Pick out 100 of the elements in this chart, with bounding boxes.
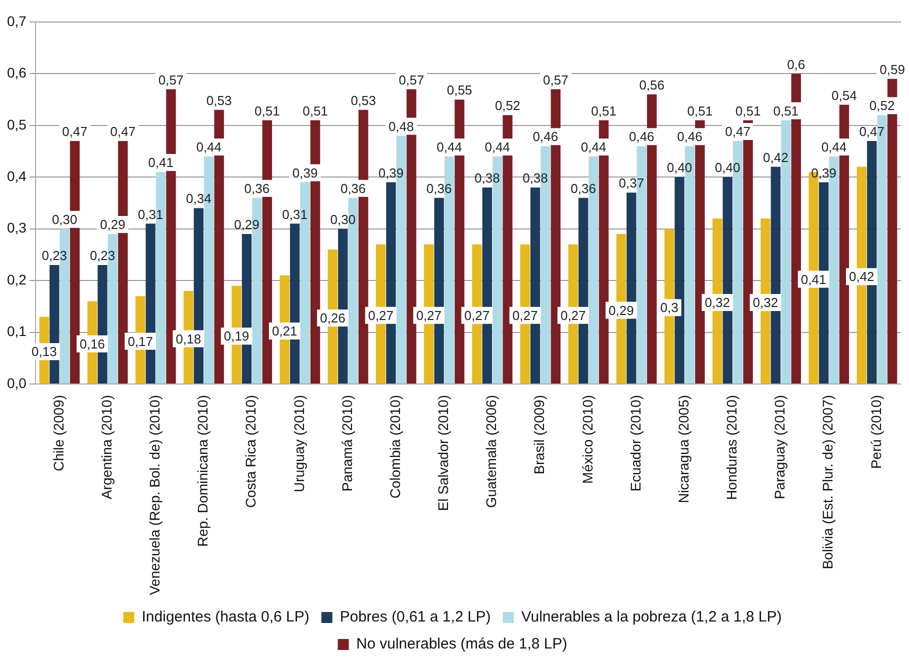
data-label: 0,59 [880, 62, 905, 77]
x-tick-label: Brasil (2009) [531, 394, 548, 474]
data-label: 0,37 [618, 176, 644, 191]
data-label: 0,51 [302, 103, 328, 118]
data-label: 0,44 [821, 140, 847, 155]
data-label: 0,36 [570, 180, 596, 196]
y-tick-label: 0,1 [6, 323, 27, 340]
data-label: 0,39 [378, 165, 404, 180]
legend-label: Indigentes (hasta 0,6 LP) [142, 608, 310, 626]
data-label: 0,44 [580, 140, 606, 155]
data-label: 0,55 [446, 82, 472, 98]
data-label: 0,29 [100, 217, 126, 232]
data-label: 0,18 [176, 331, 202, 346]
data-label: 0,52 [494, 98, 520, 114]
data-label: 0,17 [128, 334, 154, 349]
data-label: 0,40 [714, 160, 740, 176]
data-label: 0,41 [148, 155, 174, 170]
data-label: 0,57 [398, 72, 424, 88]
data-label: 0,46 [532, 129, 558, 144]
x-tick-label: Ecuador (2010) [627, 394, 644, 492]
data-label: 0,56 [639, 77, 665, 92]
data-label: 0,47 [110, 124, 136, 140]
data-label: 0,39 [811, 165, 836, 180]
x-tick-label: Rep. Dominicana (2010) [194, 394, 211, 547]
data-label: 0,41 [800, 272, 826, 287]
data-label: 0,53 [206, 92, 232, 108]
legend-label: Vulnerables a la pobreza (1,2 a 1,8 LP) [521, 608, 782, 626]
y-tick-label: 0,5 [6, 116, 27, 132]
data-label: 0,34 [186, 191, 212, 206]
x-tick-label: Paraguay (2010) [772, 394, 788, 500]
data-label: 0,31 [282, 206, 308, 222]
x-tick-label: México (2010) [579, 394, 596, 484]
x-tick-label: Perú (2010) [868, 394, 884, 469]
data-label: 0,36 [244, 180, 270, 196]
data-label: 0,46 [628, 129, 654, 144]
data-label: 0,40 [666, 160, 692, 176]
data-label: 0,44 [484, 140, 510, 155]
data-label: 0,26 [320, 310, 346, 326]
data-label: 0,42 [848, 269, 874, 284]
x-tick-label: Colombia (2010) [386, 394, 403, 498]
data-label: 0,30 [330, 212, 356, 227]
data-label: 0,32 [752, 295, 778, 310]
data-label: 0,32 [704, 295, 730, 310]
x-tick-label: Honduras (2010) [724, 394, 740, 500]
data-label: 0,47 [859, 124, 885, 140]
data-label: 0,36 [340, 180, 366, 196]
data-label: 0,21 [272, 324, 298, 339]
x-tick-label: Costa Rica (2010) [242, 394, 259, 508]
legend-label: No vulnerables (más de 1,8 LP) [356, 636, 568, 653]
data-label: 0,6 [787, 56, 806, 72]
y-tick-label: 0,2 [6, 271, 27, 288]
x-tick-label: Panamá (2010) [338, 394, 355, 492]
data-label: 0,54 [832, 88, 857, 103]
data-label: 0,44 [196, 140, 222, 155]
data-label: 0,13 [32, 344, 57, 360]
data-label: 0,52 [869, 98, 895, 114]
data-label: 0,27 [560, 308, 586, 324]
x-tick-label: Argentina (2010) [98, 394, 114, 500]
data-label: 0,23 [90, 248, 116, 264]
data-label: 0,51 [773, 103, 799, 118]
x-tick-label: Uruguay (2010) [290, 394, 307, 492]
x-tick-label: Nicaragua (2005) [675, 394, 692, 504]
data-label: 0,36 [426, 180, 452, 196]
data-label: 0,38 [474, 170, 500, 186]
data-label: 0,51 [687, 103, 713, 118]
legend-label: Pobres (0,61 a 1,2 LP) [340, 608, 491, 626]
x-tick-label: Guatemala (2006) [483, 394, 500, 508]
data-label: 0,27 [368, 308, 394, 324]
data-label: 0,42 [763, 150, 788, 165]
data-label: 0,44 [436, 140, 462, 155]
data-label: 0,38 [522, 170, 548, 186]
data-label: 0,57 [158, 72, 184, 88]
x-tick-label: Venezuela (Rep. Bol. de) (2010) [146, 394, 163, 596]
data-label: 0,23 [42, 248, 68, 264]
data-label: 0,47 [62, 124, 88, 140]
data-label: 0,19 [224, 328, 250, 344]
x-tick-label: El Salvador (2010) [435, 394, 452, 511]
data-label: 0,51 [591, 103, 616, 118]
data-label: 0,3 [660, 300, 678, 316]
y-tick-label: 0,6 [6, 64, 27, 81]
data-label: 0,30 [52, 212, 78, 227]
y-tick-label: 0,7 [6, 12, 27, 29]
data-label: 0,57 [543, 72, 568, 88]
y-tick-label: 0,0 [6, 374, 27, 391]
data-label: 0,39 [292, 165, 318, 180]
data-label: 0,48 [388, 118, 414, 134]
data-label: 0,51 [254, 103, 280, 118]
data-label: 0,46 [677, 129, 702, 144]
data-label: 0,53 [350, 92, 376, 108]
y-tick-label: 0,3 [6, 220, 27, 236]
data-label: 0,16 [80, 336, 105, 352]
data-label: 0,27 [512, 308, 538, 324]
data-label: 0,47 [725, 124, 750, 140]
data-label: 0,27 [464, 308, 490, 324]
y-tick-label: 0,4 [6, 168, 27, 184]
data-label: 0,29 [234, 217, 260, 232]
data-label: 0,51 [735, 103, 761, 118]
data-label: 0,29 [608, 302, 634, 318]
data-label: 0,31 [138, 206, 164, 222]
x-tick-label: Bolivia (Est. Plur. de) (2007) [820, 394, 836, 570]
